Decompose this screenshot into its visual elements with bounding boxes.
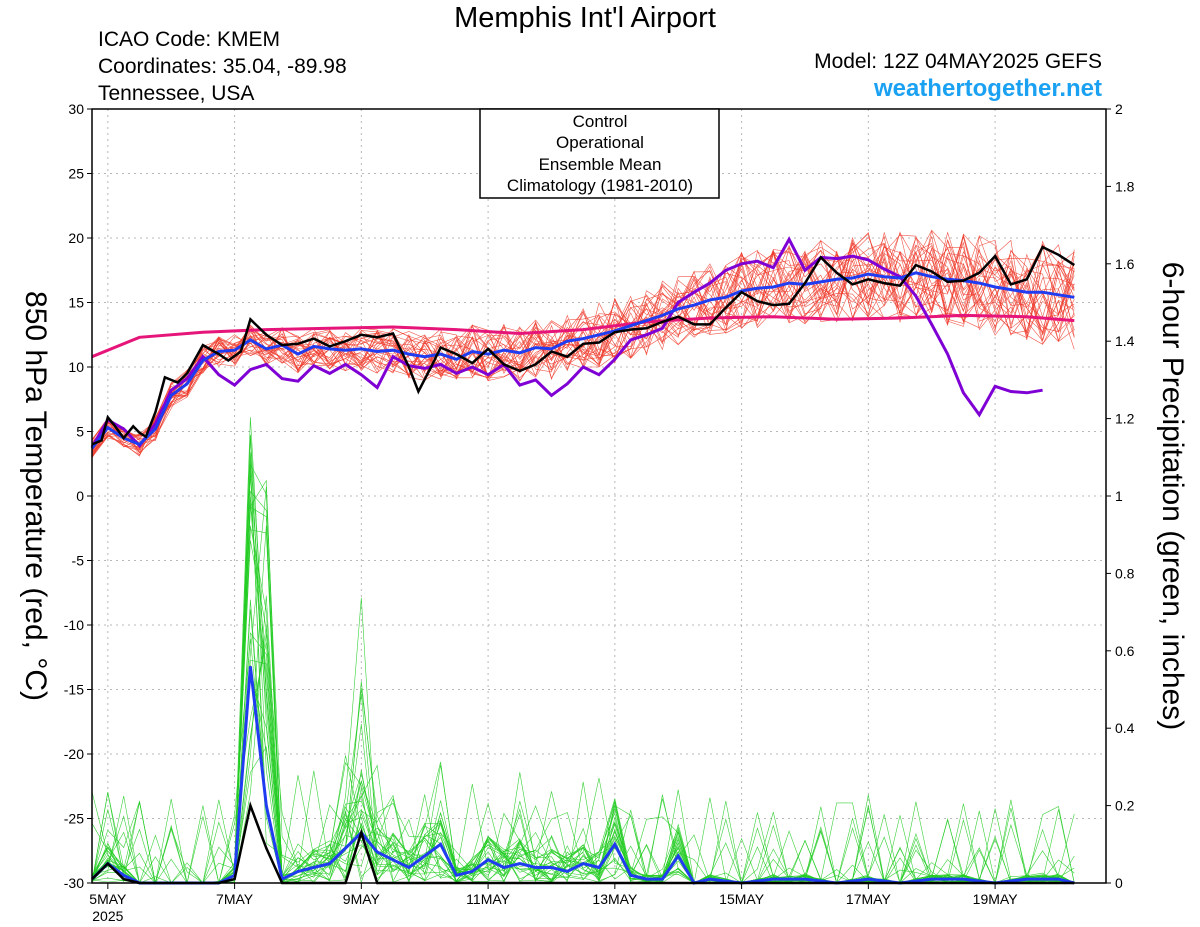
y-right-tick-label: 1 — [1115, 488, 1123, 504]
model-run: Model: 12Z 04MAY2025 GEFS — [814, 50, 1102, 73]
y-right-tick-label: 0.2 — [1115, 798, 1135, 814]
y-tick-label: -30 — [64, 875, 84, 891]
y-right-tick-label: 2 — [1115, 101, 1123, 117]
precip-member-line — [91, 525, 1075, 884]
legend-ensemble-mean: Ensemble Mean — [539, 155, 662, 174]
y-right-tick-label: 0.6 — [1115, 643, 1135, 659]
y-right-tick-label: 0.8 — [1115, 565, 1135, 581]
coordinates: Coordinates: 35.04, -89.98 — [98, 55, 347, 78]
y-right-tick-label: 1.6 — [1115, 256, 1135, 272]
y-right-tick-label: 1.8 — [1115, 178, 1135, 194]
x-tick-label: 7MAY — [216, 891, 254, 907]
x-tick-label: 5MAY — [89, 891, 127, 907]
precip-member-line — [91, 434, 1075, 884]
temp-control-line — [91, 245, 1075, 446]
legend-operational: Operational — [556, 133, 644, 152]
legend-control: Control — [573, 112, 628, 131]
y-tick-label: 30 — [68, 101, 84, 117]
temp-member-line — [91, 234, 1075, 455]
temp-member-line — [91, 229, 1075, 451]
x-tick-label: 15MAY — [719, 891, 765, 907]
temp-member-line — [91, 234, 1075, 456]
y-tick-label: 0 — [76, 488, 84, 504]
y-right-tick-label: 1.4 — [1115, 333, 1135, 349]
operational-line — [90, 236, 1043, 449]
y-tick-label: 15 — [68, 295, 84, 311]
x-tick-label: 13MAY — [592, 891, 638, 907]
y-tick-label: -15 — [64, 682, 84, 698]
temp-ensemble-mean-line — [90, 271, 1075, 450]
y-tick-label: -20 — [64, 746, 84, 762]
legend-box — [479, 108, 720, 199]
y-tick-label: 20 — [68, 230, 84, 246]
y-right-tick-label: 0 — [1115, 875, 1123, 891]
climatology-line — [91, 313, 1075, 359]
precip-member-line — [91, 417, 1075, 884]
legend: Control Operational Ensemble Mean Climat… — [479, 108, 720, 199]
y-tick-label: 10 — [68, 359, 84, 375]
x-tick-label: 19MAY — [973, 891, 1019, 907]
site-link[interactable]: weathertogether.net — [873, 75, 1102, 102]
y-tick-label: -25 — [64, 811, 84, 827]
temp-member-line — [91, 236, 1075, 449]
x-tick-label: 17MAY — [846, 891, 892, 907]
precip-member-line — [91, 496, 1075, 884]
x-tick-sublabel: 2025 — [92, 908, 123, 924]
y-right-tick-label: 1.2 — [1115, 411, 1135, 427]
y-tick-label: -10 — [64, 617, 84, 633]
icao-code: ICAO Code: KMEM — [98, 28, 281, 51]
temp-member-line — [91, 233, 1075, 450]
region: Tennessee, USA — [98, 82, 255, 105]
axes: 302520151050-5-10-15-20-25-3021.81.61.41… — [64, 101, 1135, 924]
x-tick-label: 11MAY — [466, 891, 510, 907]
y-tick-label: 25 — [68, 166, 84, 182]
y-tick-label: -5 — [72, 553, 85, 569]
y-right-tick-label: 0.4 — [1115, 720, 1135, 736]
chart-title: Memphis Int'l Airport — [454, 2, 716, 34]
x-tick-label: 9MAY — [343, 891, 381, 907]
summary-series — [90, 236, 1075, 885]
legend-climatology: Climatology (1981-2010) — [507, 176, 693, 195]
y-tick-label: 5 — [76, 424, 84, 440]
